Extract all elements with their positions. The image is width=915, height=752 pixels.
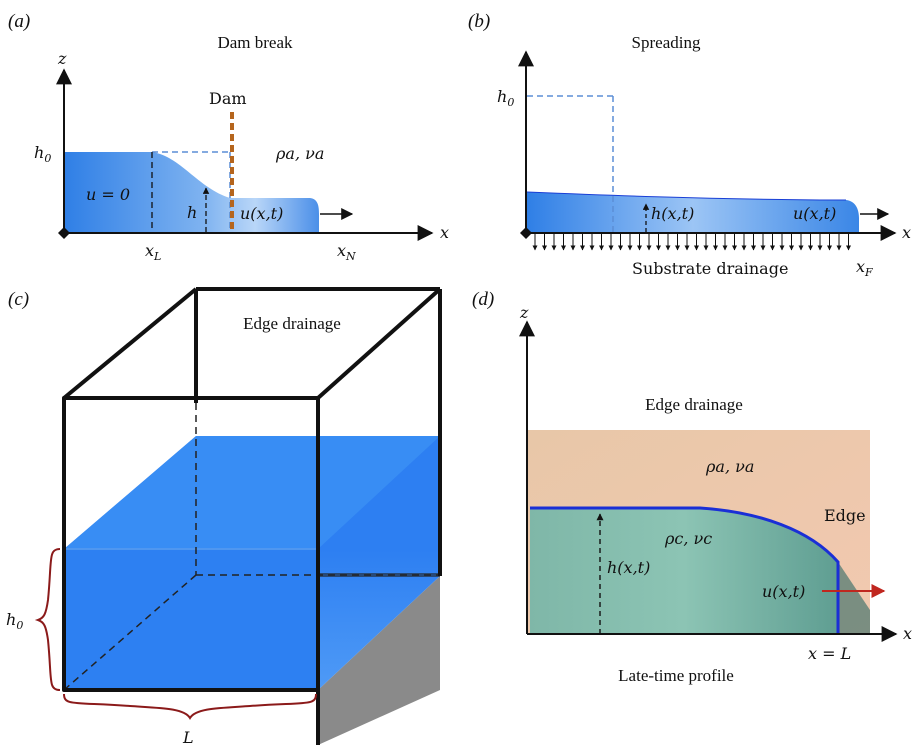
panel-a-velocity-label: u(x,t) bbox=[240, 204, 283, 223]
panel-b-label: (b) bbox=[468, 11, 490, 32]
panel-c-h0-label: h0 bbox=[6, 610, 23, 632]
L-label: L bbox=[182, 728, 194, 747]
hidden-depth-edge bbox=[63, 574, 197, 691]
panel-c-title: Edge drainage bbox=[243, 314, 341, 333]
drainage-side-face bbox=[318, 576, 440, 745]
current-fluid bbox=[530, 508, 838, 635]
xF-label: xF bbox=[856, 257, 873, 279]
panel-a-label: (a) bbox=[8, 11, 30, 32]
panel-a-title: Dam break bbox=[217, 33, 293, 52]
dam-break-fluid bbox=[64, 152, 319, 232]
panel-a-h0-label: h0 bbox=[34, 143, 51, 165]
panel-d: (d) Edge drainage z x ρa, νa ρc, νc Edge… bbox=[472, 289, 912, 685]
x-equals-L-label: x = L bbox=[808, 644, 851, 663]
box-outline bbox=[62, 287, 442, 745]
dam-label: Dam bbox=[209, 89, 247, 108]
panel-a-x-label: x bbox=[440, 223, 449, 242]
panel-a-origin bbox=[58, 227, 70, 239]
panel-a: (a) Dam break z x h0 Dam ρa, νa u = 0 h … bbox=[8, 11, 449, 263]
panel-a-ambient-label: ρa, νa bbox=[275, 144, 324, 163]
panel-b-origin bbox=[520, 227, 532, 239]
substrate-drainage-label: Substrate drainage bbox=[632, 259, 788, 278]
u-zero-label: u = 0 bbox=[86, 185, 130, 204]
panel-b-height-label: h(x,t) bbox=[651, 204, 694, 223]
L-brace bbox=[63, 693, 317, 720]
late-time-profile-curve bbox=[530, 506, 840, 635]
panel-b-h0-label: h0 bbox=[497, 87, 514, 109]
panel-b: (b) Spreading x h0 h(x,t) u(x,t) Substra… bbox=[468, 11, 911, 279]
panel-b-title: Spreading bbox=[632, 33, 701, 52]
panel-d-title: Edge drainage bbox=[645, 395, 743, 414]
h-label: h bbox=[187, 203, 197, 222]
substrate-drainage-arrows bbox=[532, 234, 851, 251]
panel-c: (c) Edge drainage h0 L bbox=[6, 287, 442, 747]
xL-label: xL bbox=[145, 241, 161, 263]
panel-d-z-label: z bbox=[519, 303, 529, 322]
edge-drain-region bbox=[838, 562, 870, 635]
panel-d-label: (d) bbox=[472, 289, 494, 310]
panel-c-label: (c) bbox=[8, 289, 29, 310]
h0-brace bbox=[34, 548, 61, 691]
edge-label: Edge bbox=[824, 506, 866, 525]
fluid-top-surface bbox=[64, 436, 440, 549]
panel-d-height-label: h(x,t) bbox=[607, 558, 650, 577]
xN-label: xN bbox=[337, 241, 356, 263]
panel-d-current-label: ρc, νc bbox=[664, 529, 712, 548]
fluid-front-face bbox=[64, 549, 318, 690]
spreading-profile bbox=[526, 191, 846, 201]
panel-a-z-label: z bbox=[57, 49, 67, 68]
panel-d-velocity-label: u(x,t) bbox=[762, 582, 805, 601]
spreading-fluid bbox=[527, 192, 859, 232]
panel-d-x-label: x bbox=[903, 624, 912, 643]
panel-d-ambient-label: ρa, νa bbox=[705, 457, 754, 476]
late-time-profile-caption: Late-time profile bbox=[618, 666, 734, 685]
panel-b-x-label: x bbox=[902, 223, 911, 242]
panel-b-velocity-label: u(x,t) bbox=[793, 204, 836, 223]
